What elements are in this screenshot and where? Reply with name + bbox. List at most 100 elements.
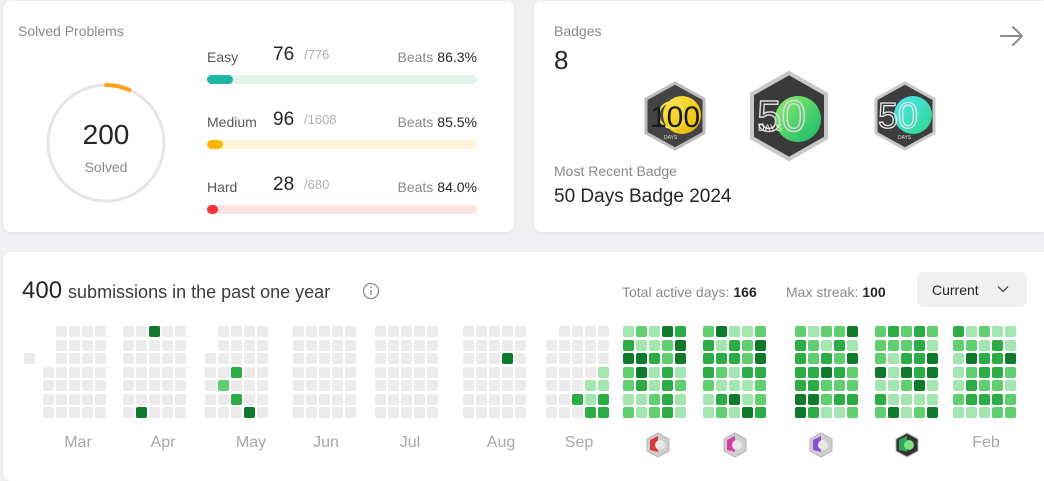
calendar-day-cell[interactable] [149, 407, 160, 418]
calendar-day-cell[interactable] [205, 380, 216, 391]
solved-ring[interactable]: 200 Solved [44, 81, 168, 205]
calendar-day-cell[interactable] [489, 393, 500, 405]
calendar-day-cell[interactable] [729, 353, 740, 364]
calendar-day-cell[interactable] [345, 380, 356, 391]
calendar-day-cell[interactable] [559, 366, 570, 378]
calendar-day-cell[interactable] [231, 366, 242, 378]
calendar-day-cell[interactable] [257, 393, 268, 405]
calendar-day-cell[interactable] [502, 326, 513, 337]
calendar-day-cell[interactable] [502, 366, 513, 378]
calendar-day-cell[interactable] [703, 353, 714, 364]
calendar-day-cell[interactable] [175, 380, 186, 391]
calendar-day-cell[interactable] [979, 339, 990, 351]
calendar-day-cell[interactable] [901, 366, 912, 378]
calendar-day-cell[interactable] [901, 407, 912, 418]
calendar-day-cell[interactable] [244, 339, 255, 351]
calendar-day-cell[interactable] [636, 353, 647, 364]
calendar-day-cell[interactable] [231, 353, 242, 364]
calendar-day-cell[interactable] [559, 339, 570, 351]
calendar-day-cell[interactable] [205, 407, 216, 418]
calendar-day-cell[interactable] [953, 353, 964, 364]
calendar-day-cell[interactable] [476, 353, 487, 364]
calendar-day-cell[interactable] [914, 407, 925, 418]
calendar-day-cell[interactable] [572, 407, 583, 418]
calendar-day-cell[interactable] [729, 366, 740, 378]
calendar-day-cell[interactable] [401, 353, 412, 364]
calendar-day-cell[interactable] [649, 339, 660, 351]
calendar-day-cell[interactable] [755, 393, 766, 405]
calendar-day-cell[interactable] [476, 339, 487, 351]
calendar-day-cell[interactable] [306, 366, 317, 378]
calendar-day-cell[interactable] [901, 380, 912, 391]
calendar-day-cell[interactable] [175, 366, 186, 378]
calendar-day-cell[interactable] [808, 339, 819, 351]
calendar-day-cell[interactable] [319, 380, 330, 391]
calendar-day-cell[interactable] [966, 380, 977, 391]
calendar-day-cell[interactable] [414, 326, 425, 337]
monthly-badge-nov-icon[interactable] [723, 432, 747, 458]
calendar-day-cell[interactable] [742, 380, 753, 391]
calendar-day-cell[interactable] [489, 339, 500, 351]
calendar-day-cell[interactable] [293, 339, 304, 351]
calendar-day-cell[interactable] [1005, 366, 1016, 378]
calendar-day-cell[interactable] [888, 353, 899, 364]
calendar-day-cell[interactable] [69, 353, 80, 364]
calendar-day-cell[interactable] [546, 353, 557, 364]
calendar-day-cell[interactable] [463, 380, 474, 391]
calendar-day-cell[interactable] [966, 353, 977, 364]
calendar-day-cell[interactable] [502, 393, 513, 405]
calendar-day-cell[interactable] [414, 380, 425, 391]
calendar-day-cell[interactable] [489, 366, 500, 378]
calendar-day-cell[interactable] [345, 366, 356, 378]
calendar-day-cell[interactable] [244, 380, 255, 391]
calendar-day-cell[interactable] [914, 326, 925, 337]
calendar-day-cell[interactable] [755, 353, 766, 364]
calendar-day-cell[interactable] [306, 407, 317, 418]
calendar-day-cell[interactable] [502, 380, 513, 391]
calendar-day-cell[interactable] [463, 407, 474, 418]
calendar-day-cell[interactable] [502, 339, 513, 351]
calendar-day-cell[interactable] [795, 353, 806, 364]
calendar-day-cell[interactable] [293, 326, 304, 337]
calendar-day-cell[interactable] [205, 393, 216, 405]
monthly-badge-dec-icon[interactable] [809, 432, 833, 458]
calendar-day-cell[interactable] [675, 339, 686, 351]
badge-100-days[interactable]: 100 DAYS [642, 81, 708, 151]
calendar-day-cell[interactable] [306, 380, 317, 391]
calendar-day-cell[interactable] [401, 380, 412, 391]
calendar-day-cell[interactable] [345, 393, 356, 405]
calendar-day-cell[interactable] [332, 366, 343, 378]
calendar-day-cell[interactable] [703, 326, 714, 337]
calendar-day-cell[interactable] [95, 339, 106, 351]
calendar-day-cell[interactable] [332, 393, 343, 405]
calendar-day-cell[interactable] [69, 326, 80, 337]
calendar-day-cell[interactable] [755, 407, 766, 418]
calendar-day-cell[interactable] [953, 407, 964, 418]
calendar-day-cell[interactable] [585, 380, 596, 391]
calendar-day-cell[interactable] [623, 353, 634, 364]
calendar-day-cell[interactable] [463, 339, 474, 351]
calendar-day-cell[interactable] [821, 339, 832, 351]
calendar-day-cell[interactable] [662, 393, 673, 405]
calendar-day-cell[interactable] [795, 339, 806, 351]
calendar-day-cell[interactable] [675, 393, 686, 405]
calendar-day-cell[interactable] [306, 339, 317, 351]
calendar-day-cell[interactable] [82, 339, 93, 351]
calendar-day-cell[interactable] [979, 393, 990, 405]
calendar-day-cell[interactable] [56, 339, 67, 351]
calendar-day-cell[interactable] [675, 366, 686, 378]
calendar-day-cell[interactable] [136, 393, 147, 405]
calendar-day-cell[interactable] [257, 326, 268, 337]
calendar-day-cell[interactable] [43, 380, 54, 391]
calendar-day-cell[interactable] [649, 380, 660, 391]
calendar-day-cell[interactable] [716, 339, 727, 351]
calendar-day-cell[interactable] [847, 366, 858, 378]
calendar-day-cell[interactable] [306, 353, 317, 364]
calendar-day-cell[interactable] [149, 353, 160, 364]
calendar-day-cell[interactable] [927, 339, 938, 351]
calendar-day-cell[interactable] [401, 393, 412, 405]
calendar-day-cell[interactable] [742, 393, 753, 405]
calendar-day-cell[interactable] [992, 393, 1003, 405]
calendar-day-cell[interactable] [914, 339, 925, 351]
calendar-day-cell[interactable] [257, 353, 268, 364]
